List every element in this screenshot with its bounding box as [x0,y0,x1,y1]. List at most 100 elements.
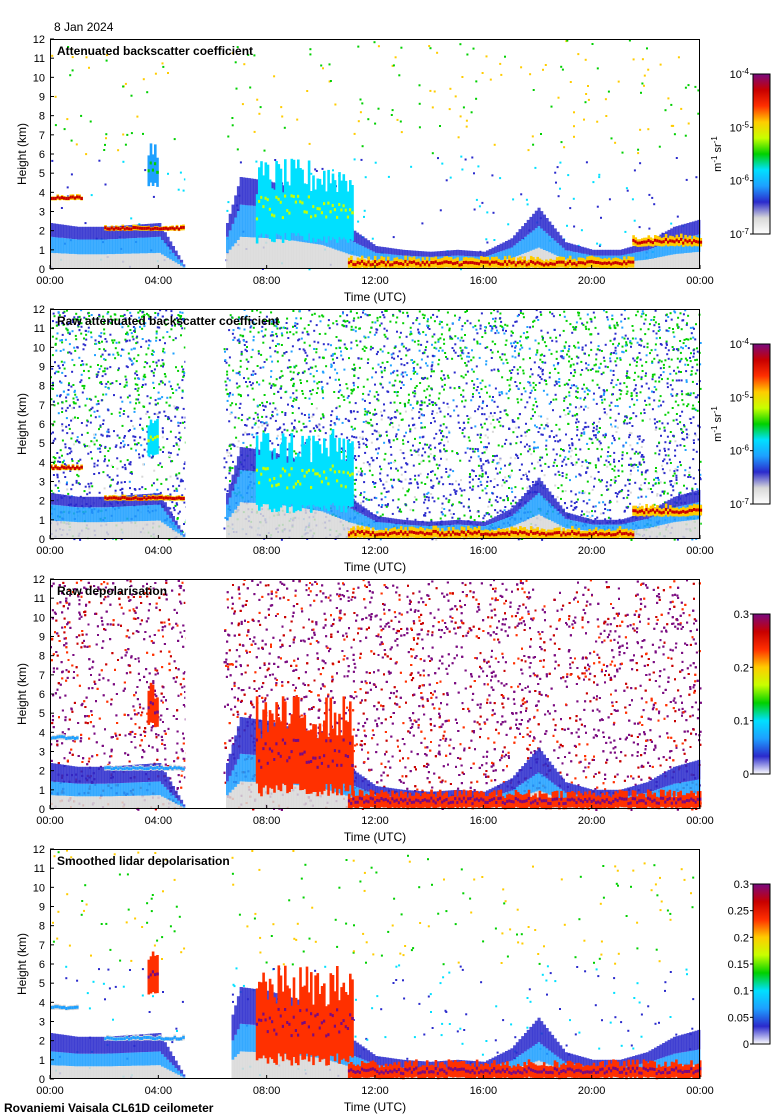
x-axis: 00:00 04:00 08:00 12:00 16:00 20:00 00:00 Time … [36,1075,714,1114]
y-tick-label: 10 [33,882,45,894]
layer-2 [104,494,185,501]
colorbar-tick-label: 10-5 [730,390,750,405]
x-tick-label: 12:00 [361,275,389,287]
y-tick-label: 6 [39,419,45,431]
y-tick-label: 11 [34,53,45,65]
y-tick-label: 3 [39,747,45,759]
y-tick-label: 11 [34,593,45,605]
y-tick-label: 3 [39,477,45,489]
x-tick-label: 00:00 [686,815,714,827]
y-tick-label: 8 [39,381,45,393]
y-tick-label: 3 [39,207,45,219]
colorbar-tick-label: 0.1 [734,986,749,998]
y-tick-label: 5 [39,438,45,450]
x-tick-label: 16:00 [470,815,498,827]
footer-label: Rovaniemi Vaisala CL61D ceilometer [4,1101,214,1115]
y-tick-label: 3 [39,1017,45,1029]
y-tick-label: 1 [39,785,45,797]
y-axis-label: Height (km) [15,393,29,455]
colorbar-tick-label: 0.3 [734,879,749,891]
panel-title: Raw attenuated backscatter coefficient [57,314,279,328]
colorbar-tick-label: 0.2 [734,662,749,674]
heatmap-field [50,39,703,271]
y-tick-label: 2 [39,1036,45,1048]
panel-title: Smoothed lidar depolarisation [57,854,230,868]
y-tick-label: 2 [39,766,45,778]
y-tick-label: 8 [39,921,45,933]
colorbar-tick-label: 0.25 [728,906,749,918]
data-gap [185,39,224,269]
x-tick-label: 00:00 [36,815,64,827]
x-tick-label: 04:00 [145,1085,173,1097]
y-tick-label: 10 [33,342,45,354]
y-tick-label: 8 [39,111,45,123]
y-tick-label: 10 [33,612,45,624]
y-tick-label: 12 [33,34,45,46]
y-tick-label: 6 [39,149,45,161]
y-tick-label: 5 [39,168,45,180]
panel-2: Raw attenuated backscatter coefficient 0 1… [15,304,771,574]
layer-4 [255,158,354,244]
y-tick-label: 6 [39,959,45,971]
x-tick-label: 00:00 [686,1085,714,1097]
y-tick-label: 9 [39,902,45,914]
date-label: 8 Jan 2024 [54,20,114,34]
y-tick-label: 12 [33,304,45,316]
y-tick-label: 9 [39,362,45,374]
layer-4 [255,696,354,797]
y-tick-label: 1 [39,1055,45,1067]
colorbar-label: m-1 sr-1 [710,136,725,172]
x-tick-label: 12:00 [361,1085,389,1097]
layer-1 [50,194,83,201]
x-tick-label: 12:00 [361,545,389,557]
colorbar-label: m-1 sr-1 [710,406,725,442]
x-tick-label: 04:00 [145,545,173,557]
y-tick-label: 4 [39,727,45,739]
x-tick-label: 20:00 [578,1085,606,1097]
y-tick-label: 0 [39,264,45,276]
y-tick-label: 8 [39,651,45,663]
layer-5 [347,789,702,810]
x-tick-label: 12:00 [361,815,389,827]
x-tick-label: 16:00 [470,545,498,557]
colorbar-tick-label: 10-6 [730,443,750,458]
y-tick-label: 0 [39,1074,45,1086]
x-tick-label: 16:00 [470,1085,498,1097]
layer-1 [50,464,83,471]
x-axis: 00:00 04:00 08:00 12:00 16:00 20:00 00:00 Time … [36,805,714,844]
layer-3 [147,682,159,728]
colorbar-tick-label: 0 [743,1039,749,1051]
colorbar-tick-label: 0.2 [734,932,749,944]
x-tick-label: 00:00 [36,275,64,287]
x-tick-label: 20:00 [578,275,606,287]
layer-6 [632,233,703,247]
y-tick-label: 2 [39,226,45,238]
y-tick-label: 1 [39,515,45,527]
layer-1 [50,1003,79,1011]
y-tick-label: 11 [34,863,45,875]
colorbar: 10-7 10-6 10-5 10-4 m-1 sr-1 [710,337,771,512]
x-axis-label: Time (UTC) [344,1100,406,1114]
colorbar-tick-label: 0.05 [728,1012,749,1024]
layer-3 [147,951,159,995]
panel-4: Smoothed lidar depolarisation01234567891… [15,844,771,1114]
heatmap-field [50,849,702,1080]
colorbar-tick-label: 10-7 [730,497,750,512]
x-tick-label: 20:00 [578,545,606,557]
data-gap [185,579,224,809]
colorbar-tick-label: 0.1 [734,716,749,728]
y-tick-label: 5 [39,978,45,990]
y-tick-label: 1 [39,245,45,257]
panel-title: Attenuated backscatter coefficient [57,44,253,58]
y-tick-label: 5 [39,708,45,720]
x-tick-label: 00:00 [686,275,714,287]
x-tick-label: 08:00 [253,545,281,557]
layer-6 [632,503,703,517]
colorbar-tick-label: 10-4 [730,337,750,352]
y-tick-label: 4 [39,457,45,469]
y-tick-label: 9 [39,92,45,104]
layer-3 [147,143,159,187]
